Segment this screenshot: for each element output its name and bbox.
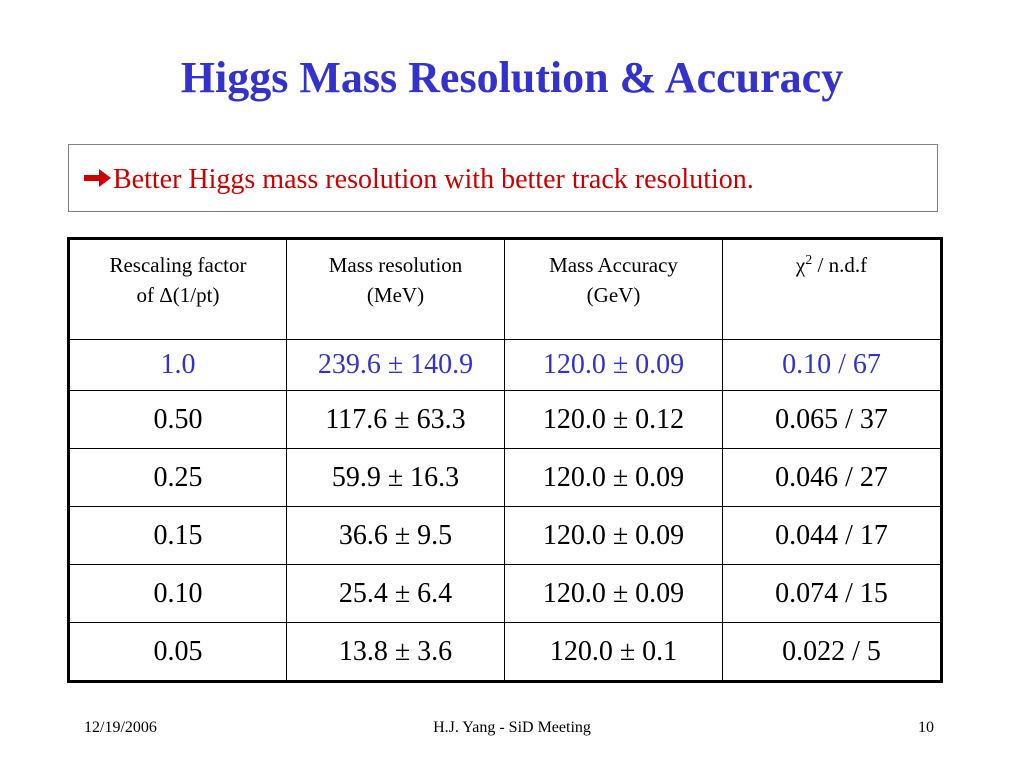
bullet-text: Better Higgs mass resolution with better… — [113, 164, 754, 195]
cell-mass-accuracy: 120.0 ± 0.12 — [504, 390, 723, 449]
header-line: (GeV) — [586, 283, 641, 307]
cell-chi2-ndf: 0.046 / 27 — [722, 448, 942, 507]
cell-rescaling-factor: 0.50 — [68, 390, 287, 449]
header-chi-symbol: χ — [795, 253, 806, 277]
table-row: 0.05 13.8 ± 3.6 120.0 ± 0.1 0.022 / 5 — [68, 622, 942, 682]
table-header-row: Rescaling factor of Δ(1/pt) Mass resolut… — [68, 238, 942, 340]
footer-presenter: H.J. Yang - SiD Meeting — [433, 719, 591, 736]
cell-mass-resolution: 239.6 ± 140.9 — [286, 339, 505, 391]
cell-mass-accuracy: 120.0 ± 0.09 — [504, 448, 723, 507]
cell-mass-accuracy: 120.0 ± 0.1 — [504, 622, 723, 682]
header-line: Mass Accuracy — [549, 253, 678, 277]
footer-date: 12/19/2006 — [84, 719, 157, 736]
slide-title: Higgs Mass Resolution & Accuracy — [180, 53, 844, 102]
cell-rescaling-factor: 0.15 — [68, 506, 287, 565]
cell-mass-accuracy: 120.0 ± 0.09 — [504, 564, 723, 623]
cell-rescaling-factor: 0.10 — [68, 564, 287, 623]
cell-chi2-ndf: 0.044 / 17 — [722, 506, 942, 565]
cell-chi2-ndf: 0.022 / 5 — [722, 622, 942, 682]
cell-rescaling-factor: 0.25 — [68, 448, 287, 507]
header-rescaling-factor: Rescaling factor of Δ(1/pt) — [68, 238, 287, 340]
header-line: Rescaling factor — [109, 253, 247, 277]
table-row: 0.50 117.6 ± 63.3 120.0 ± 0.12 0.065 / 3… — [68, 390, 942, 449]
bullet-line: Better Higgs mass resolution with better… — [83, 163, 754, 197]
header-line: Mass resolution — [328, 253, 463, 277]
cell-mass-resolution: 25.4 ± 6.4 — [286, 564, 505, 623]
cell-mass-accuracy: 120.0 ± 0.09 — [504, 339, 723, 391]
cell-rescaling-factor: 0.05 — [68, 622, 287, 682]
table-row: 0.25 59.9 ± 16.3 120.0 ± 0.09 0.046 / 27 — [68, 448, 942, 507]
cell-mass-resolution: 117.6 ± 63.3 — [286, 390, 505, 449]
table-row: 0.10 25.4 ± 6.4 120.0 ± 0.09 0.074 / 15 — [68, 564, 942, 623]
cell-chi2-ndf: 0.065 / 37 — [722, 390, 942, 449]
header-chi-rest: / n.d.f — [812, 253, 868, 277]
table-row: 0.15 36.6 ± 9.5 120.0 ± 0.09 0.044 / 17 — [68, 506, 942, 565]
cell-mass-resolution: 36.6 ± 9.5 — [286, 506, 505, 565]
bullet-box: Better Higgs mass resolution with better… — [68, 144, 938, 212]
cell-mass-resolution: 13.8 ± 3.6 — [286, 622, 505, 682]
results-table: Rescaling factor of Δ(1/pt) Mass resolut… — [67, 237, 943, 683]
cell-chi2-ndf: 0.10 / 67 — [722, 339, 942, 391]
table-row: 1.0 239.6 ± 140.9 120.0 ± 0.09 0.10 / 67 — [68, 339, 942, 391]
cell-mass-resolution: 59.9 ± 16.3 — [286, 448, 505, 507]
cell-rescaling-factor: 1.0 — [68, 339, 287, 391]
header-mass-resolution: Mass resolution (MeV) — [286, 238, 505, 340]
header-line: χ2 / n.d.f — [723, 250, 940, 280]
footer-page-number: 10 — [918, 719, 934, 736]
header-chi-superscript: 2 — [805, 253, 813, 268]
header-line: of Δ(1/pt) — [136, 283, 220, 307]
right-arrow-icon — [84, 169, 111, 187]
cell-mass-accuracy: 120.0 ± 0.09 — [504, 506, 723, 565]
header-line: (MeV) — [366, 283, 425, 307]
header-chi2-ndf: χ2 / n.d.f — [722, 238, 942, 340]
header-mass-accuracy: Mass Accuracy (GeV) — [504, 238, 723, 340]
cell-chi2-ndf: 0.074 / 15 — [722, 564, 942, 623]
